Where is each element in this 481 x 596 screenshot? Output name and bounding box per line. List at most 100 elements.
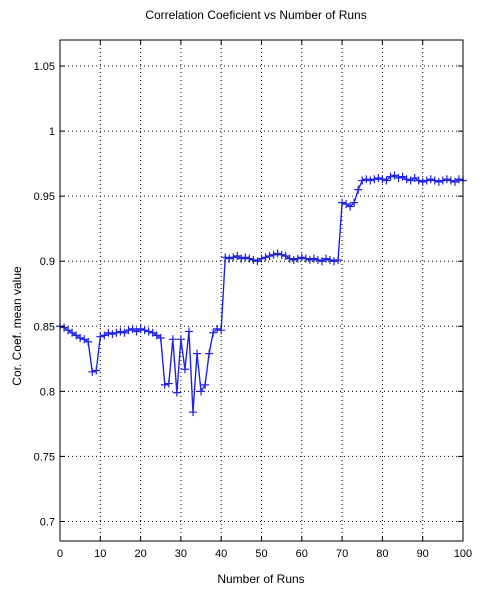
data-point — [358, 176, 367, 185]
y-tick-label: 0.8 — [40, 386, 55, 398]
data-point — [305, 255, 314, 264]
data-point — [309, 254, 318, 263]
y-tick-label: 1 — [49, 126, 55, 138]
data-point — [346, 202, 355, 211]
data-point — [249, 255, 258, 264]
data-point — [273, 249, 282, 258]
chart-title: Correlation Coeficient vs Number of Runs — [145, 8, 366, 22]
data-point — [410, 173, 419, 182]
data-point — [418, 177, 427, 186]
data-point — [261, 253, 270, 262]
x-tick-label: 60 — [296, 548, 308, 560]
data-point — [100, 331, 109, 340]
x-tick-label: 20 — [134, 548, 146, 560]
y-tick-label: 0.9 — [40, 256, 55, 268]
data-point — [386, 172, 395, 181]
data-point — [229, 253, 238, 262]
x-axis-label: Number of Runs — [217, 572, 304, 586]
data-point — [338, 198, 347, 207]
data-point — [152, 331, 161, 340]
data-point — [217, 326, 226, 335]
data-point — [301, 254, 310, 263]
x-tick-label: 30 — [175, 548, 187, 560]
data-point — [148, 328, 157, 337]
data-point — [430, 176, 439, 185]
data-point — [285, 254, 294, 263]
data-point — [257, 254, 266, 263]
series-layer — [56, 171, 467, 417]
data-point — [233, 252, 242, 261]
data-point — [454, 175, 463, 184]
data-point — [446, 176, 455, 185]
data-point — [64, 326, 73, 335]
data-point — [326, 255, 335, 264]
data-point — [84, 337, 93, 346]
data-point — [450, 177, 459, 186]
data-point — [164, 379, 173, 388]
data-point — [422, 176, 431, 185]
data-point — [426, 175, 435, 184]
x-tick-label: 90 — [417, 548, 429, 560]
data-point — [390, 171, 399, 180]
data-point — [128, 324, 137, 333]
data-point — [374, 173, 383, 182]
data-point — [362, 175, 371, 184]
data-point — [394, 173, 403, 182]
data-point — [136, 324, 145, 333]
data-point — [144, 327, 153, 336]
data-point — [241, 253, 250, 262]
data-point — [438, 176, 447, 185]
data-point — [402, 175, 411, 184]
data-point — [108, 330, 117, 339]
data-point — [289, 255, 298, 264]
data-point — [221, 253, 230, 262]
data-point — [442, 175, 451, 184]
data-point — [378, 175, 387, 184]
x-tick-label: 40 — [215, 548, 227, 560]
x-tick-label: 80 — [376, 548, 388, 560]
data-point — [168, 335, 177, 344]
data-point — [68, 328, 77, 337]
x-tick-label: 100 — [454, 548, 472, 560]
data-point — [350, 198, 359, 207]
y-axis-label: Cor. Coef. mean value — [10, 266, 24, 386]
data-point — [132, 327, 141, 336]
y-tick-label: 0.85 — [34, 321, 55, 333]
data-point — [104, 328, 113, 337]
data-point — [269, 250, 278, 259]
data-point — [313, 255, 322, 264]
data-point — [253, 257, 262, 266]
data-point — [197, 387, 206, 396]
data-point — [80, 335, 89, 344]
y-tick-label: 0.75 — [34, 451, 55, 463]
data-point — [116, 327, 125, 336]
y-tick-label: 0.7 — [40, 516, 55, 528]
data-point — [160, 380, 169, 389]
data-point — [76, 333, 85, 342]
data-point — [188, 408, 197, 417]
data-point — [277, 250, 286, 259]
data-point — [172, 388, 181, 397]
data-point — [406, 176, 415, 185]
data-point — [297, 253, 306, 262]
data-point — [245, 254, 254, 263]
data-point — [140, 326, 149, 335]
data-point — [342, 199, 351, 208]
data-point — [225, 254, 234, 263]
x-tick-label: 50 — [255, 548, 267, 560]
data-point — [193, 349, 202, 358]
data-point — [293, 254, 302, 263]
data-point — [180, 365, 189, 374]
plot-frame — [59, 39, 464, 542]
y-tick-label: 1.05 — [34, 61, 55, 73]
data-point — [184, 327, 193, 336]
data-point — [366, 176, 375, 185]
x-tick-label: 70 — [336, 548, 348, 560]
data-point — [156, 333, 165, 342]
data-point — [382, 176, 391, 185]
y-tick-label: 0.95 — [34, 191, 55, 203]
x-tick-label: 0 — [57, 548, 63, 560]
data-point — [209, 328, 218, 337]
data-point — [398, 172, 407, 181]
